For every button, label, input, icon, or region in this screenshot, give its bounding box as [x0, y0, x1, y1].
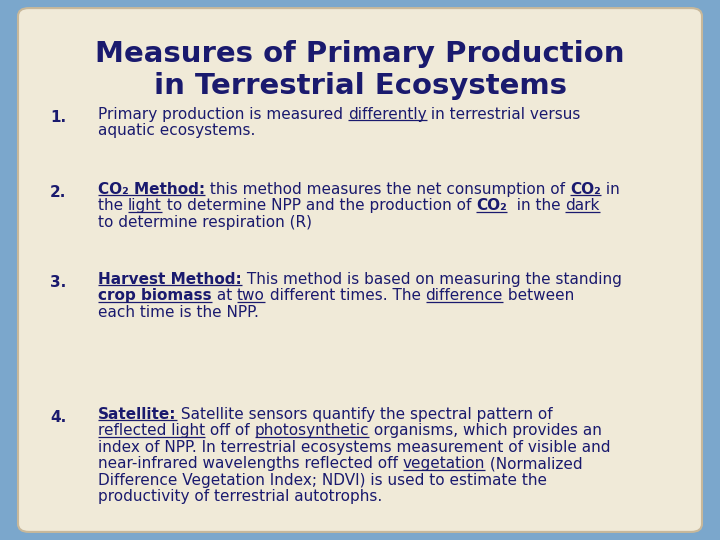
Text: in Terrestrial Ecosystems: in Terrestrial Ecosystems: [153, 72, 567, 100]
Text: Satellite sensors quantify the spectral pattern of: Satellite sensors quantify the spectral …: [176, 407, 553, 422]
Text: between: between: [503, 288, 574, 303]
Text: 4.: 4.: [50, 410, 66, 425]
Text: the: the: [98, 198, 128, 213]
Text: CO₂: CO₂: [570, 181, 600, 197]
Text: this method measures the net consumption of: this method measures the net consumption…: [205, 181, 570, 197]
Text: 2.: 2.: [50, 185, 66, 200]
Text: Harvest Method:: Harvest Method:: [98, 272, 242, 287]
Text: aquatic ecosystems.: aquatic ecosystems.: [98, 123, 256, 138]
Text: CO₂ Method:: CO₂ Method:: [98, 181, 205, 197]
Text: in the: in the: [507, 198, 565, 213]
Text: CO₂: CO₂: [476, 198, 507, 213]
Text: dark: dark: [565, 198, 600, 213]
Text: at: at: [212, 288, 237, 303]
Text: Measures of Primary Production: Measures of Primary Production: [95, 40, 625, 68]
Text: vegetation: vegetation: [402, 456, 485, 471]
Text: 3.: 3.: [50, 275, 66, 290]
Text: to determine NPP and the production of: to determine NPP and the production of: [162, 198, 476, 213]
Text: 1.: 1.: [50, 110, 66, 125]
Text: Satellite:: Satellite:: [98, 407, 176, 422]
Text: reflected light: reflected light: [98, 423, 205, 438]
Text: each time is the NPP.: each time is the NPP.: [98, 305, 259, 320]
Text: Difference Vegetation Index; NDVI) is used to estimate the: Difference Vegetation Index; NDVI) is us…: [98, 472, 547, 488]
Text: photosynthetic: photosynthetic: [255, 423, 369, 438]
Text: in terrestrial versus: in terrestrial versus: [426, 106, 581, 122]
Text: different times. The: different times. The: [265, 288, 426, 303]
Text: in: in: [600, 181, 619, 197]
Text: index of NPP. In terrestrial ecosystems measurement of visible and: index of NPP. In terrestrial ecosystems …: [98, 440, 611, 455]
Text: to determine respiration (R): to determine respiration (R): [98, 214, 312, 230]
Text: Primary production is measured: Primary production is measured: [98, 106, 348, 122]
Text: off of: off of: [205, 423, 255, 438]
Text: differently: differently: [348, 106, 426, 122]
Text: two: two: [237, 288, 265, 303]
Text: productivity of terrestrial autotrophs.: productivity of terrestrial autotrophs.: [98, 489, 382, 504]
Text: (Normalized: (Normalized: [485, 456, 582, 471]
Text: crop biomass: crop biomass: [98, 288, 212, 303]
Text: near-infrared wavelengths reflected off: near-infrared wavelengths reflected off: [98, 456, 402, 471]
Text: organisms, which provides an: organisms, which provides an: [369, 423, 602, 438]
Text: difference: difference: [426, 288, 503, 303]
Text: This method is based on measuring the standing: This method is based on measuring the st…: [242, 272, 621, 287]
Text: light: light: [128, 198, 162, 213]
